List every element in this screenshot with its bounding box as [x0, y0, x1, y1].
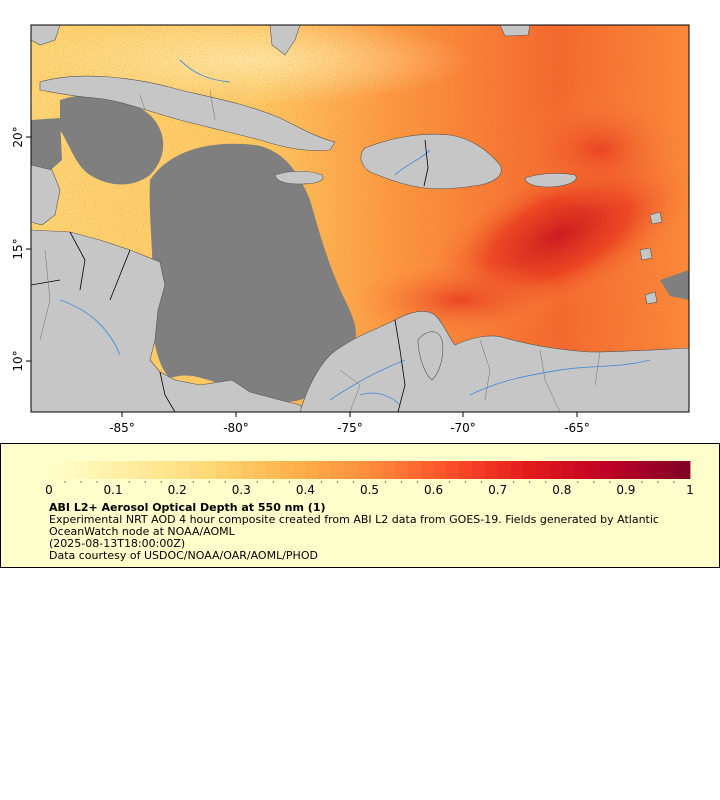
land-masses — [31, 25, 689, 412]
y-tick-marks — [26, 136, 31, 362]
colorbar-cell — [664, 461, 678, 479]
y-tick-label: 15° — [11, 238, 25, 259]
colorbar-cells — [49, 461, 691, 479]
colorbar-cell — [241, 461, 255, 479]
colorbar-cell — [177, 461, 191, 479]
colorbar-cell — [651, 461, 665, 479]
legend-date: (2025-08-13T18:00:00Z) — [49, 537, 186, 550]
colorbar-cell — [548, 461, 563, 479]
colorbar-cell — [433, 461, 447, 479]
colorbar-cell — [202, 461, 217, 479]
colorbar-cell — [395, 461, 409, 479]
colorbar-cell — [151, 461, 165, 479]
colorbar-cell — [266, 461, 281, 479]
colorbar-cell — [138, 461, 152, 479]
x-tick-label: -80° — [223, 421, 249, 435]
legend-panel: 0 0.1 0.2 0.3 0.4 0.5 0.6 0.7 0.8 0.9 1 ABI L2+ Ae… — [0, 443, 720, 568]
colorbar-tick-label: 0.7 — [488, 483, 507, 497]
colorbar-cell — [100, 461, 114, 479]
colorbar-tick-label: 0.5 — [360, 483, 379, 497]
map-frame — [30, 24, 690, 413]
colorbar-tick-label: 0.9 — [616, 483, 635, 497]
colorbar-cell — [625, 461, 640, 479]
colorbar-cell — [600, 461, 614, 479]
colorbar-cell — [677, 461, 691, 479]
colorbar-cell — [318, 461, 332, 479]
colorbar-cell — [215, 461, 229, 479]
map-area — [31, 25, 689, 412]
colorbar-cell — [164, 461, 178, 479]
x-tick-label: -70° — [450, 421, 476, 435]
colorbar-ticks: 0 0.1 0.2 0.3 0.4 0.5 0.6 0.7 0.8 0.9 1 — [45, 481, 694, 497]
colorbar-cell — [87, 461, 101, 479]
colorbar-cell — [484, 461, 499, 479]
legend-title: ABI L2+ Aerosol Optical Depth at 550 nm … — [49, 501, 326, 514]
colorbar-cell — [497, 461, 511, 479]
map-svg: -85° -80° -75° -70° -65° 20° 15° 10° — [11, 24, 690, 435]
colorbar-cell — [420, 461, 434, 479]
colorbar-cell — [61, 461, 76, 479]
colorbar-tick-label: 0 — [45, 483, 53, 497]
colorbar-cell — [638, 461, 652, 479]
colorbar-cell — [523, 461, 537, 479]
x-tick-label: -75° — [337, 421, 363, 435]
colorbar-tick-label: 1 — [686, 483, 694, 497]
colorbar-cell — [561, 461, 576, 479]
rivers — [59, 59, 651, 406]
colorbar-cell — [279, 461, 293, 479]
colorbar-cell — [356, 461, 370, 479]
colorbar-cell — [254, 461, 268, 479]
colorbar: 0 0.1 0.2 0.3 0.4 0.5 0.6 0.7 0.8 0.9 1 — [45, 461, 694, 497]
legend-description: Experimental NRT AOD 4 hour composite cr… — [49, 513, 659, 538]
colorbar-cell — [305, 461, 319, 479]
colorbar-tick-label: 0.4 — [296, 483, 315, 497]
map-panel: -85° -80° -75° -70° -65° 20° 15° 10° — [11, 24, 690, 435]
x-tick-label: -65° — [564, 421, 590, 435]
x-tick-label: -85° — [109, 421, 135, 435]
colorbar-tick-label: 0.1 — [104, 483, 123, 497]
colorbar-cell — [292, 461, 306, 479]
colorbar-cell — [587, 461, 601, 479]
legend-credit: Data courtesy of USDOC/NOAA/OAR/AOML/PHO… — [49, 549, 318, 562]
colorbar-cell — [228, 461, 242, 479]
x-tick-marks — [121, 412, 578, 417]
colorbar-cell — [369, 461, 383, 479]
colorbar-cell — [382, 461, 396, 479]
colorbar-cell — [574, 461, 588, 479]
country-borders — [31, 139, 429, 412]
colorbar-cell — [190, 461, 204, 479]
colorbar-cell — [472, 461, 486, 479]
colorbar-cell — [613, 461, 627, 479]
colorbar-cell — [74, 461, 88, 479]
subdivision-borders — [39, 89, 601, 412]
y-tick-label: 20° — [11, 126, 25, 147]
colorbar-cell — [113, 461, 127, 479]
y-tick-label: 10° — [11, 350, 25, 371]
colorbar-tick-label: 0.6 — [424, 483, 443, 497]
colorbar-cell — [446, 461, 460, 479]
colorbar-cell — [459, 461, 473, 479]
colorbar-cell — [331, 461, 345, 479]
colorbar-cell — [510, 461, 524, 479]
colorbar-tick-label: 0.8 — [552, 483, 571, 497]
colorbar-tick-label: 0.2 — [168, 483, 187, 497]
colorbar-cell — [536, 461, 550, 479]
colorbar-cell — [49, 461, 63, 479]
colorbar-cell — [125, 461, 140, 479]
colorbar-cell — [407, 461, 422, 479]
colorbar-tick-label: 0.3 — [232, 483, 251, 497]
colorbar-cell — [343, 461, 358, 479]
